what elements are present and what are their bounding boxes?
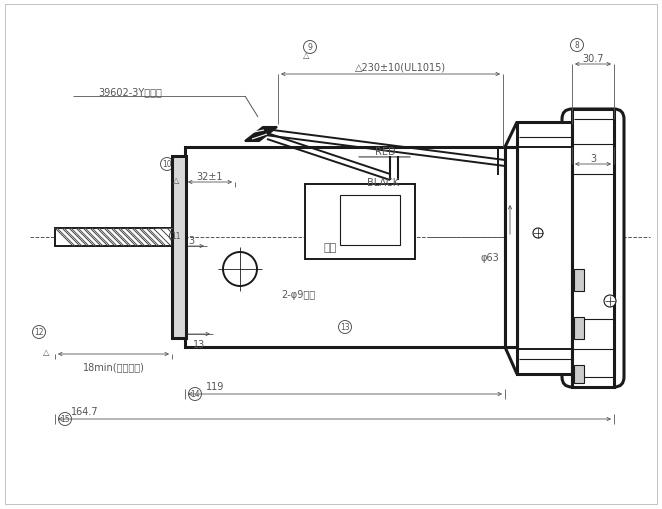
Bar <box>340 195 400 245</box>
Text: 14: 14 <box>190 390 200 399</box>
Text: 15: 15 <box>60 415 70 423</box>
Bar <box>517 123 572 374</box>
Text: 30.7: 30.7 <box>583 54 604 64</box>
Text: 12: 12 <box>34 328 44 337</box>
Circle shape <box>533 229 543 239</box>
Text: 2-φ9孔市: 2-φ9孔市 <box>281 290 315 299</box>
Bar <box>572 110 614 387</box>
Bar <box>305 185 415 260</box>
Text: △: △ <box>173 176 179 185</box>
Text: 18min(有效齿长): 18min(有效齿长) <box>83 361 144 371</box>
Text: BLACK: BLACK <box>367 178 399 188</box>
Text: △: △ <box>42 348 49 357</box>
Bar <box>55 229 172 246</box>
Text: 164.7: 164.7 <box>71 406 99 416</box>
Bar <box>574 365 584 383</box>
Bar <box>172 157 186 338</box>
Bar <box>185 148 505 347</box>
Text: 3: 3 <box>188 236 194 245</box>
Text: 9: 9 <box>308 43 312 52</box>
Text: 32±1: 32±1 <box>197 172 223 182</box>
Text: 3: 3 <box>590 154 596 164</box>
Text: RED: RED <box>375 147 395 157</box>
Text: 119: 119 <box>206 381 224 391</box>
Circle shape <box>604 295 616 307</box>
Bar <box>574 269 584 292</box>
Text: 8: 8 <box>575 41 579 50</box>
Text: 39602-3Y装配件: 39602-3Y装配件 <box>98 87 162 97</box>
Circle shape <box>223 252 257 287</box>
Text: 13: 13 <box>193 340 205 349</box>
Bar <box>574 318 584 340</box>
Polygon shape <box>245 128 277 142</box>
Text: φ63: φ63 <box>481 252 499 263</box>
FancyBboxPatch shape <box>562 110 624 387</box>
Text: △230±10(UL1015): △230±10(UL1015) <box>355 63 446 73</box>
Text: 13: 13 <box>340 323 350 332</box>
Bar <box>505 148 517 347</box>
Text: 铭牌: 铭牌 <box>323 242 336 252</box>
Text: △: △ <box>303 51 309 60</box>
Text: 11: 11 <box>171 232 181 241</box>
Text: 10: 10 <box>162 160 172 169</box>
